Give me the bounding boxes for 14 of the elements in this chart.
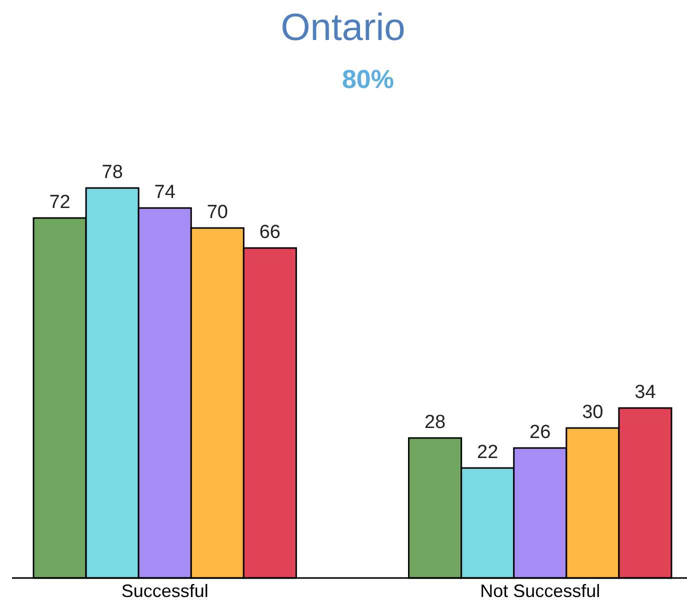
data-label: 34 — [634, 382, 656, 403]
chart-title: Ontario — [280, 7, 406, 49]
data-label: 72 — [49, 192, 70, 213]
data-label: 26 — [530, 422, 551, 443]
data-label: 66 — [259, 222, 281, 243]
data-label: 78 — [102, 162, 123, 183]
data-label: 70 — [206, 202, 228, 223]
data-label: 30 — [582, 402, 604, 423]
chart-subtitle: 80% — [342, 64, 394, 94]
data-label: 22 — [477, 442, 498, 463]
x-tick-label: Successful — [121, 580, 208, 601]
data-label: 74 — [154, 182, 176, 203]
x-tick-label: Not Successful — [480, 580, 600, 601]
data-label: 28 — [424, 412, 446, 433]
